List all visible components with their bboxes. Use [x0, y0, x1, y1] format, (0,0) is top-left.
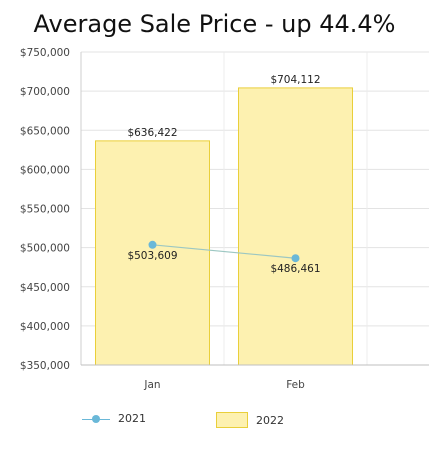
x-tick-label: Jan [143, 379, 160, 391]
data-label-2021: $503,609 [127, 250, 177, 262]
bar-2022 [238, 87, 353, 366]
y-tick-label: $750,000 [20, 47, 70, 59]
line-2021 [152, 244, 296, 259]
y-tick-label: $400,000 [20, 321, 70, 333]
y-tick-label: $700,000 [20, 86, 70, 98]
point-2021 [148, 240, 157, 249]
x-tick-label: Feb [286, 379, 305, 391]
bar-2022 [95, 140, 210, 366]
y-tick-label: $650,000 [20, 125, 70, 137]
data-label-2022: $636,422 [127, 127, 177, 139]
legend-line-marker-icon [82, 413, 110, 425]
legend-label-2021: 2021 [118, 412, 146, 425]
y-tick-label: $550,000 [20, 204, 70, 216]
point-2021 [291, 254, 300, 263]
chart-title: Average Sale Price - up 44.4% [33, 10, 396, 38]
y-tick-label: $350,000 [20, 360, 70, 372]
data-label-2022: $704,112 [270, 74, 320, 86]
y-tick-label: $450,000 [20, 282, 70, 294]
legend-bar-swatch-icon [216, 412, 248, 428]
legend-item-2022[interactable]: 2022 [216, 412, 284, 428]
y-tick-label: $500,000 [20, 243, 70, 255]
legend-label-2022: 2022 [256, 413, 284, 427]
y-tick-label: $600,000 [20, 164, 70, 176]
legend-item-2021[interactable]: 2021 [82, 412, 146, 425]
data-label-2021: $486,461 [270, 263, 320, 275]
